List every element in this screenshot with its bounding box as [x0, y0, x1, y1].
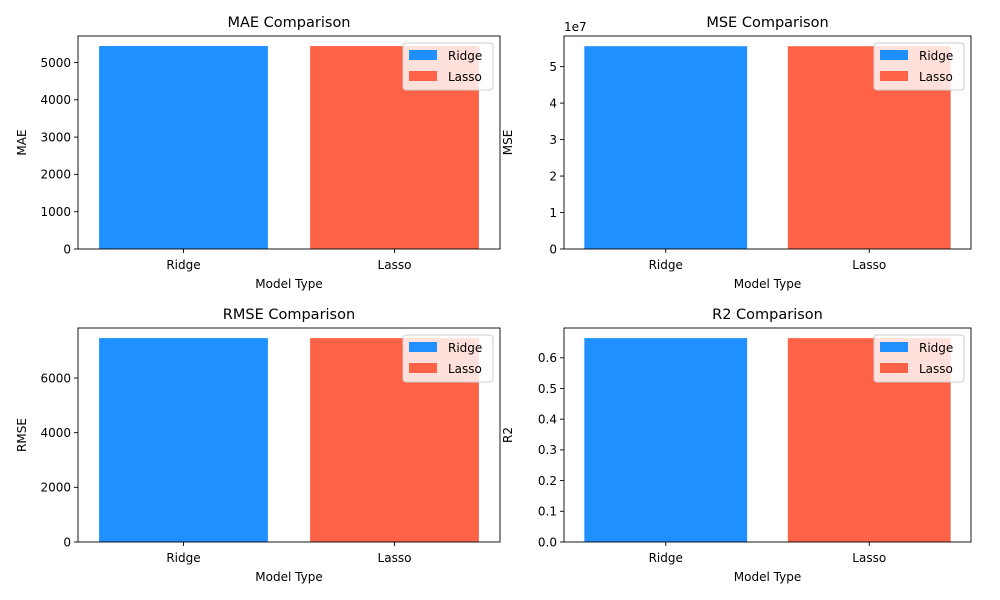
- chart-1-xlabel: Model Type: [255, 277, 322, 291]
- chart-2-legend-label-ridge: Ridge: [919, 49, 953, 63]
- chart-4-legend-swatch-ridge: [880, 342, 908, 352]
- chart-2-xtick-label: Ridge: [649, 258, 683, 272]
- chart-4-ytick-label: 0.6: [538, 351, 557, 365]
- chart-1-ytick-label: 0: [63, 242, 71, 256]
- chart-1: 0 1000 2000 3000 4000 5000 Ridge Lasso MAE Compa…: [15, 15, 501, 291]
- chart-3-xtick-label: Lasso: [378, 551, 412, 565]
- chart-3-ytick-label: 4000: [40, 426, 71, 440]
- chart-1-xtick-label: Lasso: [378, 258, 412, 272]
- chart-1-ytick-label: 3000: [40, 130, 71, 144]
- chart-2: 0 1 2 3 4 5 Ridge Lasso 1e7 MSE Comparison Model T…: [501, 15, 972, 291]
- chart-2-title: MSE Comparison: [706, 15, 828, 31]
- chart-4-bar-ridge: [584, 338, 748, 542]
- chart-4-xlabel: Model Type: [734, 570, 801, 584]
- chart-3-legend-label-ridge: Ridge: [448, 341, 482, 355]
- chart-3-legend-swatch-ridge: [409, 342, 437, 352]
- chart-3-ytick-label: 0: [63, 535, 71, 549]
- chart-4-legend-label-lasso: Lasso: [919, 362, 953, 376]
- chart-4-legend: Ridge Lasso: [873, 334, 965, 383]
- chart-4-xtick-label: Ridge: [649, 551, 683, 565]
- chart-4-legend-label-ridge: Ridge: [919, 341, 953, 355]
- chart-1-legend-swatch-ridge: [409, 50, 437, 60]
- chart-2-ytick-label: 0: [549, 242, 557, 256]
- chart-4-ytick-label: 0.0: [538, 535, 557, 549]
- chart-2-bar-ridge: [584, 46, 748, 250]
- chart-3-xtick-label: Ridge: [166, 551, 200, 565]
- chart-4-ytick-label: 0.2: [538, 474, 557, 488]
- chart-1-ytick-label: 1000: [40, 205, 71, 219]
- chart-1-xtick-label: Ridge: [166, 258, 200, 272]
- chart-1-ytick-label: 4000: [40, 93, 71, 107]
- chart-3: 0 2000 4000 6000 Ridge Lasso RMSE Comparison Mo…: [15, 307, 501, 584]
- chart-3-bar-ridge: [99, 338, 268, 542]
- chart-2-legend: Ridge Lasso: [873, 42, 965, 91]
- chart-2-offset-text: 1e7: [564, 20, 587, 34]
- chart-4-legend-swatch-lasso: [880, 363, 908, 373]
- chart-3-ytick-label: 2000: [40, 481, 71, 495]
- chart-2-xtick-label: Lasso: [852, 258, 886, 272]
- chart-1-title: MAE Comparison: [227, 15, 350, 31]
- chart-3-legend: Ridge Lasso: [402, 334, 494, 383]
- chart-3-plot-frame: [77, 327, 501, 543]
- chart-2-ytick-label: 3: [549, 133, 557, 147]
- chart-4-ytick-label: 0.3: [538, 443, 557, 457]
- chart-4: 0.0 0.1 0.2 0.3 0.4 0.5 0.6 Ridge Lasso R2 Compar…: [501, 307, 972, 584]
- chart-2-ytick-label: 2: [549, 169, 557, 183]
- chart-1-plot-frame: [77, 35, 501, 250]
- chart-4-ytick-label: 0.5: [538, 382, 557, 396]
- chart-4-ytick-label: 0.1: [538, 505, 557, 519]
- chart-2-plot-frame: [563, 35, 972, 250]
- chart-2-ylabel: MSE: [501, 130, 515, 156]
- chart-1-bar-ridge: [99, 46, 268, 249]
- chart-1-ytick-label: 5000: [40, 56, 71, 70]
- chart-4-title: R2 Comparison: [712, 307, 823, 323]
- chart-3-xlabel: Model Type: [255, 570, 322, 584]
- chart-2-legend-swatch-lasso: [880, 71, 908, 81]
- chart-4-xtick-label: Lasso: [852, 551, 886, 565]
- chart-3-legend-label-lasso: Lasso: [448, 362, 482, 376]
- chart-3-ytick-label: 6000: [40, 371, 71, 385]
- chart-2-xlabel: Model Type: [734, 277, 801, 291]
- chart-1-legend-label-lasso: Lasso: [448, 70, 482, 84]
- chart-1-legend-label-ridge: Ridge: [448, 49, 482, 63]
- chart-3-legend-swatch-lasso: [409, 363, 437, 373]
- chart-1-ytick-label: 2000: [40, 168, 71, 182]
- chart-4-ytick-label: 0.4: [538, 412, 557, 426]
- chart-3-title: RMSE Comparison: [223, 307, 355, 323]
- chart-1-ylabel: MAE: [15, 129, 29, 155]
- chart-2-ytick-label: 1: [549, 206, 557, 220]
- chart-2-legend-swatch-ridge: [880, 50, 908, 60]
- chart-2-ytick-label: 4: [549, 96, 557, 110]
- chart-3-ylabel: RMSE: [15, 418, 29, 452]
- chart-1-legend: Ridge Lasso: [402, 42, 494, 91]
- chart-4-ylabel: R2: [501, 427, 515, 443]
- chart-2-legend-label-lasso: Lasso: [919, 70, 953, 84]
- chart-1-legend-swatch-lasso: [409, 71, 437, 81]
- chart-2-ytick-label: 5: [549, 60, 557, 74]
- chart-4-plot-frame: [563, 327, 972, 543]
